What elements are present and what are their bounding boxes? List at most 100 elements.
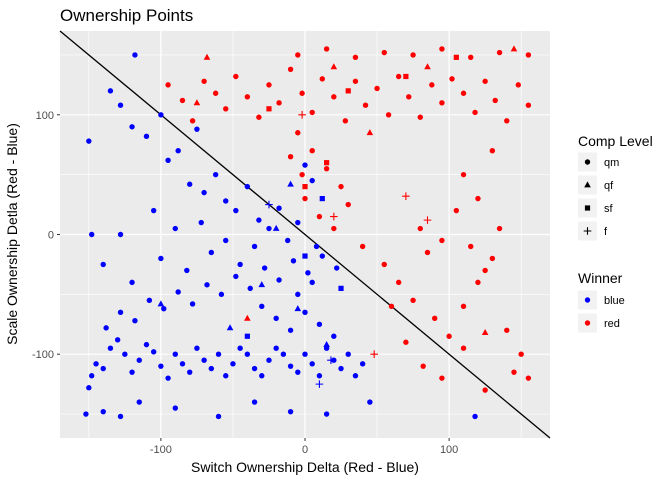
blue-point: [218, 291, 225, 298]
legend-key-f: [583, 227, 592, 235]
red-point: [424, 249, 431, 256]
blue-point: [273, 315, 279, 321]
red-point: [295, 130, 301, 136]
blue-point: [309, 361, 315, 367]
red-point: [388, 303, 395, 310]
blue-point: [86, 138, 92, 144]
blue-point: [323, 341, 330, 348]
red-point: [330, 212, 338, 221]
red-point: [212, 90, 219, 96]
y-axis-label: Scale Ownership Detla (Red - Blue): [4, 123, 20, 345]
red-point: [302, 195, 308, 202]
red-point: [510, 45, 518, 52]
red-point: [475, 279, 481, 286]
blue-point: [198, 219, 204, 226]
red-point: [342, 118, 349, 124]
blue-point: [223, 373, 229, 379]
blue-point: [175, 289, 181, 295]
red-point: [453, 54, 459, 60]
red-point: [515, 82, 521, 88]
red-point: [417, 114, 423, 120]
red-point: [299, 90, 305, 96]
blue-point: [161, 306, 167, 312]
blue-point: [256, 217, 262, 223]
red-point: [492, 97, 498, 104]
blue-point: [237, 345, 243, 351]
blue-point: [208, 365, 215, 372]
red-point: [323, 165, 330, 172]
red-point: [330, 63, 338, 70]
blue-point: [287, 408, 294, 415]
blue-point: [136, 399, 142, 405]
red-point: [420, 363, 426, 369]
red-point: [316, 213, 323, 220]
blue-point: [129, 279, 135, 286]
red-point: [345, 201, 351, 208]
red-point: [402, 192, 410, 200]
red-point: [460, 171, 467, 178]
blue-point: [233, 207, 239, 214]
red-point: [460, 90, 467, 96]
blue-point: [201, 189, 207, 196]
blue-point: [117, 309, 124, 316]
blue-point: [100, 261, 106, 268]
blue-point: [194, 126, 200, 132]
x-tick-label: -100: [150, 444, 172, 456]
red-point: [298, 110, 306, 119]
blue-point: [251, 365, 258, 372]
legend-label-qf: qf: [604, 180, 614, 192]
blue-point: [204, 282, 210, 288]
blue-point: [251, 243, 258, 250]
blue-point: [100, 365, 106, 372]
blue-point: [93, 361, 99, 367]
legend-title-comp-level: Comp Level: [578, 133, 653, 149]
red-point: [472, 109, 478, 116]
blue-point: [165, 157, 171, 163]
blue-point: [261, 265, 268, 271]
data-points: [83, 45, 532, 420]
blue-point: [175, 148, 181, 154]
blue-point: [215, 351, 222, 357]
blue-point: [319, 253, 325, 259]
red-point: [179, 97, 186, 104]
legend-label-sf: sf: [604, 203, 614, 215]
blue-point: [132, 52, 138, 58]
blue-point: [285, 237, 291, 244]
red-point: [439, 46, 445, 52]
red-point: [359, 243, 366, 250]
blue-point: [266, 357, 272, 363]
red-point: [244, 314, 251, 321]
blue-point: [272, 224, 280, 231]
blue-point: [295, 291, 301, 298]
red-point: [468, 243, 474, 250]
legend-label-red: red: [604, 318, 620, 330]
blue-point: [266, 225, 272, 232]
blue-point: [276, 277, 282, 283]
blue-point: [287, 363, 294, 369]
blue-point: [258, 281, 266, 288]
blue-point: [150, 349, 157, 355]
blue-point: [158, 255, 164, 262]
blue-point: [290, 258, 297, 264]
blue-point: [129, 369, 135, 375]
red-point: [423, 216, 432, 224]
legend-key-red: [584, 320, 591, 326]
y-tick-label: 100: [36, 110, 54, 122]
blue-point: [187, 181, 193, 187]
blue-point: [165, 375, 171, 381]
blue-point: [89, 231, 95, 238]
red-point: [482, 387, 488, 393]
red-point: [203, 53, 211, 60]
red-point: [496, 49, 503, 56]
blue-point: [158, 112, 164, 118]
blue-point: [244, 351, 251, 357]
blue-point: [212, 171, 219, 178]
red-point: [439, 375, 445, 381]
blue-point: [367, 399, 373, 405]
red-point: [429, 82, 435, 88]
red-point: [309, 109, 315, 116]
x-tick-label: 0: [302, 444, 308, 456]
blue-point: [117, 102, 124, 108]
red-point: [366, 129, 374, 136]
red-point: [266, 106, 272, 112]
